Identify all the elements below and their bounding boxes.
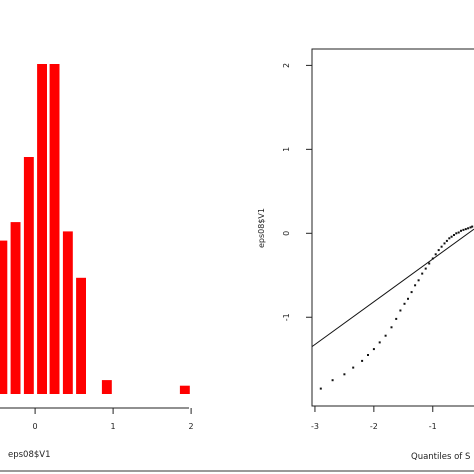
qq-point xyxy=(403,302,406,305)
histogram-bar xyxy=(76,277,86,394)
qq-point xyxy=(457,231,460,234)
qq-point xyxy=(352,366,355,369)
qq-point xyxy=(437,249,440,252)
qq-point xyxy=(440,245,443,248)
qq-point xyxy=(467,227,470,230)
histogram-tick-label: 1 xyxy=(111,422,116,431)
qq-point xyxy=(471,225,474,228)
qq-x-tick-label: -3 xyxy=(311,422,319,431)
qq-point xyxy=(417,279,420,282)
histogram-tick-label: 0 xyxy=(33,422,38,431)
qq-point xyxy=(407,297,409,300)
histogram-bar xyxy=(10,222,21,394)
qq-point xyxy=(331,379,334,382)
qq-point xyxy=(390,326,393,329)
qq-point xyxy=(469,226,472,229)
qq-point xyxy=(372,348,375,351)
qq-point xyxy=(453,234,455,236)
histogram-bar xyxy=(179,385,190,394)
qq-plot-frame xyxy=(311,48,474,407)
qq-point xyxy=(431,257,434,260)
qq-y-tick-label: 0 xyxy=(282,231,291,236)
qq-point xyxy=(343,373,346,376)
qq-point xyxy=(450,235,453,238)
qq-point xyxy=(361,359,364,362)
histogram-bar xyxy=(49,64,60,394)
histogram-bars xyxy=(0,64,190,394)
qq-point xyxy=(399,309,402,312)
qq-point xyxy=(448,237,451,240)
qq-x-tick-label: -1 xyxy=(429,422,437,431)
qq-point xyxy=(443,242,446,245)
qq-x-ticks: -3 -2 -1 xyxy=(311,406,437,431)
qq-point xyxy=(434,253,437,256)
histogram-bar xyxy=(37,64,47,394)
histogram-panel: 0 1 2 eps08$V1 xyxy=(0,64,194,460)
qq-y-tick-label: 1 xyxy=(282,147,291,152)
histogram-bar xyxy=(0,240,8,394)
qq-x-tick-label: -2 xyxy=(370,422,378,431)
qq-point xyxy=(464,228,467,231)
qq-point xyxy=(445,239,448,242)
qq-point xyxy=(395,317,398,320)
qq-x-label: Quantiles of S xyxy=(411,452,470,462)
qq-point xyxy=(428,262,431,265)
qq-point xyxy=(378,341,381,344)
qq-point xyxy=(319,387,322,390)
qq-plot-panel: -3 -2 -1 2 1 0 -1 eps08$V1 Quantiles of S xyxy=(257,48,474,462)
histogram-bar xyxy=(23,157,34,394)
qq-point xyxy=(462,228,465,231)
qq-y-ticks: 2 1 0 -1 xyxy=(282,63,312,321)
qq-point xyxy=(384,334,387,337)
qq-y-label: eps08$V1 xyxy=(257,208,266,248)
qq-y-tick-label: -1 xyxy=(282,313,291,321)
qq-point xyxy=(460,229,462,232)
qq-reference-line xyxy=(311,228,474,348)
qq-point xyxy=(455,232,458,235)
qq-point xyxy=(424,267,427,270)
qq-point xyxy=(410,291,413,294)
qq-y-tick-label: 2 xyxy=(282,63,291,68)
histogram-tick-label: 2 xyxy=(189,422,194,431)
histogram-x-label: eps08$V1 xyxy=(8,450,51,460)
qq-point xyxy=(414,284,417,287)
qq-point xyxy=(421,272,424,275)
histogram-bar xyxy=(62,231,73,394)
histogram-bar xyxy=(101,380,112,394)
qq-point xyxy=(367,354,369,356)
histogram-x-ticks: 0 1 2 xyxy=(33,408,194,431)
qq-points xyxy=(319,225,474,390)
